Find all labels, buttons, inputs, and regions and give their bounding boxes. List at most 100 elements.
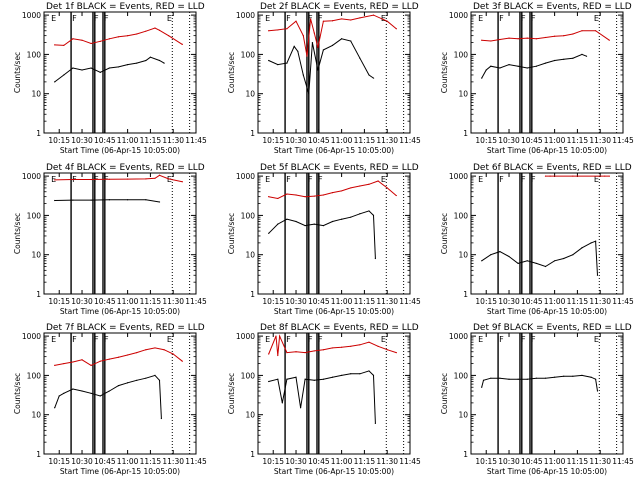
x-axis-label: Start Time (06-Apr-15 10:05:00) (487, 307, 607, 316)
data-point (108, 390, 110, 392)
interval-marker-label: F (286, 335, 291, 344)
series-line (268, 38, 374, 94)
y-tick-label: 1 (463, 450, 468, 459)
data-point (331, 20, 334, 22)
data-point (317, 69, 319, 71)
data-point (368, 370, 370, 372)
data-point (350, 216, 352, 218)
data-point (386, 187, 388, 189)
data-point (526, 37, 528, 39)
x-tick-label: 11:15 (354, 136, 376, 145)
data-point (317, 46, 319, 49)
x-tick-label: 10:30 (285, 297, 307, 306)
x-tick-label: 10:45 (94, 457, 116, 466)
data-point (572, 57, 574, 59)
data-point (108, 199, 110, 201)
data-point (308, 93, 310, 95)
data-point (72, 178, 74, 181)
data-point (581, 53, 583, 56)
data-point (331, 376, 334, 378)
x-tick-label: 11:15 (567, 457, 589, 466)
interval-marker-label: E (51, 335, 56, 344)
data-point (350, 19, 352, 21)
data-point (544, 62, 547, 64)
data-point (517, 65, 519, 67)
data-point (304, 225, 306, 227)
data-point (158, 379, 161, 381)
data-point (313, 195, 315, 197)
data-point (368, 74, 370, 76)
series-line (268, 210, 376, 259)
data-point (359, 344, 361, 346)
y-tick-label: 1 (36, 450, 41, 459)
interval-marker-label: F (104, 335, 109, 344)
x-tick-label: 10:30 (498, 136, 520, 145)
y-tick-label: 1000 (236, 11, 255, 20)
x-axis-label: Start Time (06-Apr-15 10:05:00) (60, 467, 180, 476)
data-point (127, 35, 129, 37)
series-line (268, 370, 376, 424)
y-tick-label: 1 (36, 290, 41, 299)
data-point (526, 260, 528, 262)
data-point (295, 220, 297, 223)
data-point (350, 345, 352, 347)
interval-marker-label: F (318, 14, 323, 23)
y-axis-label: Counts/sec (440, 373, 449, 414)
interval-marker-label: F (499, 335, 504, 344)
data-point (310, 18, 312, 20)
data-point (395, 28, 397, 30)
data-point (517, 262, 519, 265)
data-point (54, 179, 56, 181)
data-point (377, 345, 379, 347)
x-tick-label: 11:15 (140, 136, 162, 145)
x-tick-label: 11:00 (117, 297, 139, 306)
plot-frame (257, 332, 411, 455)
x-tick-label: 11:30 (376, 457, 398, 466)
x-tick-label: 10:30 (71, 297, 93, 306)
data-point (596, 274, 599, 276)
data-point (275, 335, 277, 337)
data-point (359, 17, 361, 19)
y-axis-label: Counts/sec (227, 52, 236, 93)
data-point (581, 30, 583, 32)
x-tick-label: 10:45 (308, 457, 330, 466)
data-point (590, 376, 592, 378)
x-tick-label: 11:30 (376, 297, 398, 306)
y-axis-label: Counts/sec (440, 52, 449, 93)
x-tick-label: 11:45 (185, 136, 207, 145)
data-point (149, 56, 152, 58)
x-tick-label: 11:30 (162, 136, 184, 145)
x-tick-label: 11:30 (589, 136, 611, 145)
data-point (554, 35, 556, 37)
data-point (304, 378, 306, 380)
data-point (108, 67, 110, 69)
series-line (481, 240, 598, 276)
data-point (58, 395, 60, 397)
x-tick-label: 10:30 (285, 136, 307, 145)
x-tick-label: 11:00 (117, 136, 139, 145)
data-point (322, 194, 324, 196)
data-point (386, 20, 388, 22)
data-point (90, 199, 92, 201)
data-point (554, 260, 556, 262)
data-point (54, 364, 56, 366)
data-point (295, 351, 297, 353)
x-tick-label: 11:00 (117, 457, 139, 466)
data-point (295, 20, 297, 22)
chart-title: Det 2f BLACK = Events, RED = LLD (260, 2, 419, 12)
data-point (145, 30, 147, 32)
data-point (90, 364, 92, 366)
x-tick-label: 11:30 (589, 297, 611, 306)
x-axis-label: Start Time (06-Apr-15 10:05:00) (60, 146, 180, 155)
x-tick-label: 10:30 (498, 297, 520, 306)
x-tick-label: 11:15 (140, 457, 162, 466)
data-point (72, 199, 74, 201)
data-point (108, 178, 110, 180)
interval-marker-label: F (521, 14, 526, 23)
data-point (154, 347, 156, 349)
data-point (563, 35, 565, 37)
x-tick-label: 10:45 (94, 136, 116, 145)
data-point (268, 353, 270, 355)
plot-frame (257, 11, 411, 134)
